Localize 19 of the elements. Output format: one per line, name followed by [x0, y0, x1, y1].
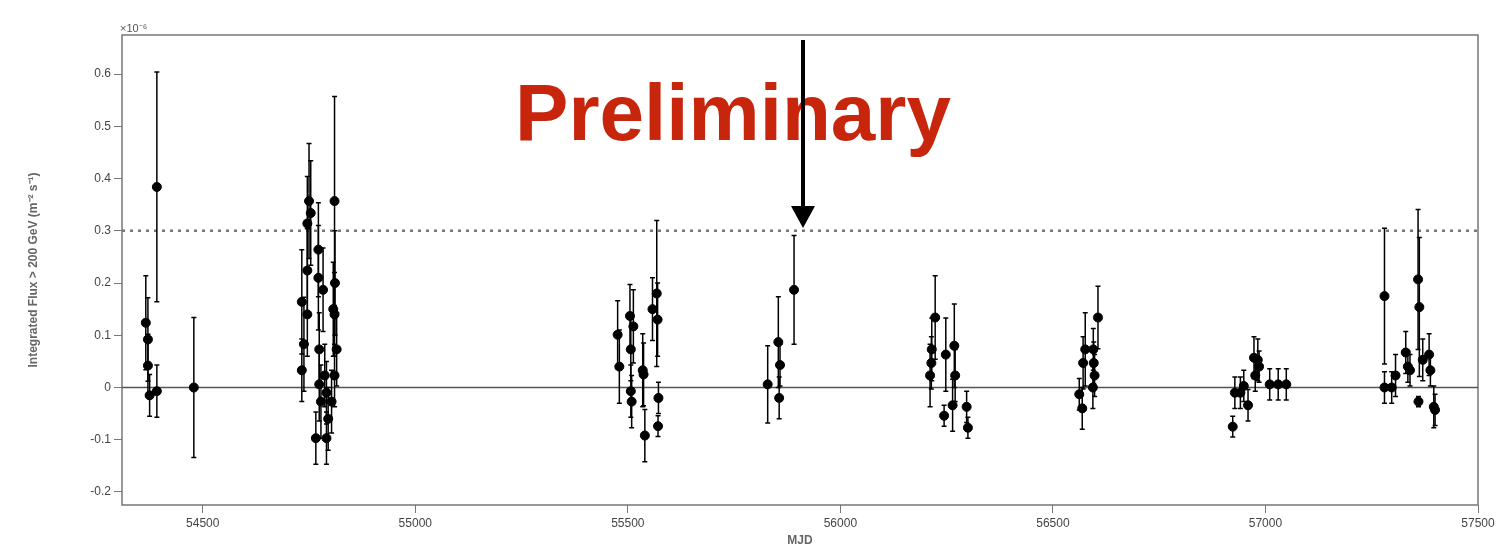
y-tick-label: -0.2 — [90, 484, 112, 499]
x-axis-title: MJD — [787, 533, 813, 548]
x-tick-label: 57500 — [1461, 515, 1496, 530]
y-tick-label: 0.1 — [94, 327, 112, 342]
y-tick-label: -0.1 — [90, 432, 112, 447]
y-tick-label: 0.4 — [94, 170, 112, 185]
x-tick-label: 57000 — [1248, 515, 1283, 530]
y-tick-label: 0.5 — [94, 118, 112, 133]
y-tick-label: 0.3 — [94, 223, 112, 238]
x-tick-label: 56500 — [1036, 515, 1070, 530]
x-tick-label: 55500 — [611, 515, 645, 530]
y-axis-title: Integrated Flux > 200 GeV (m⁻² s⁻¹) — [25, 172, 40, 368]
y-tick-label: 0.2 — [94, 275, 112, 290]
x-tick-label: 54500 — [186, 515, 220, 530]
text: ×10⁻⁶ — [120, 21, 148, 34]
y-tick-label: 0.6 — [94, 66, 112, 81]
y-tick-label: 0 — [104, 379, 112, 394]
x-tick-label: 55000 — [398, 515, 433, 530]
x-tick-label: 56000 — [823, 515, 858, 530]
